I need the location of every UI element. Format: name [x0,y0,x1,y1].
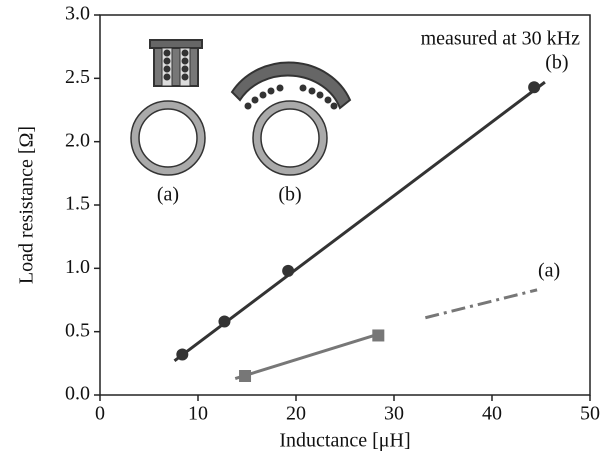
series-label: (a) [538,259,560,281]
marker [528,81,541,94]
y-tick-label: 2.0 [65,129,90,151]
y-axis-label: Load resistance [Ω] [16,126,38,284]
inset-label: (a) [157,184,179,206]
extrapolation-line [424,288,538,320]
marker [218,315,231,328]
marker [176,348,189,361]
marker [239,370,252,382]
x-tick-label: 10 [188,403,208,425]
marker [282,264,295,277]
y-tick-label: 0.5 [65,319,90,341]
x-tick-label: 40 [482,403,502,425]
x-tick-label: 0 [95,403,105,425]
x-tick-label: 50 [580,403,600,425]
insets [130,39,352,176]
x-axis-label: Inductance [μH] [279,430,410,452]
y-tick-label: 1.0 [65,256,90,278]
y-tick-label: 3.0 [65,3,90,25]
y-tick-label: 1.5 [65,193,90,215]
fit-line [173,80,546,362]
marker [372,329,385,342]
y-tick-label: 2.5 [65,66,90,88]
x-tick-label: 20 [286,403,306,425]
fit-line [234,332,379,380]
inset-label: (b) [278,184,301,206]
series-label: (b) [545,52,568,74]
x-tick-label: 30 [384,403,404,425]
annotation: measured at 30 kHz [421,28,581,50]
y-tick-label: 0.0 [65,383,90,405]
